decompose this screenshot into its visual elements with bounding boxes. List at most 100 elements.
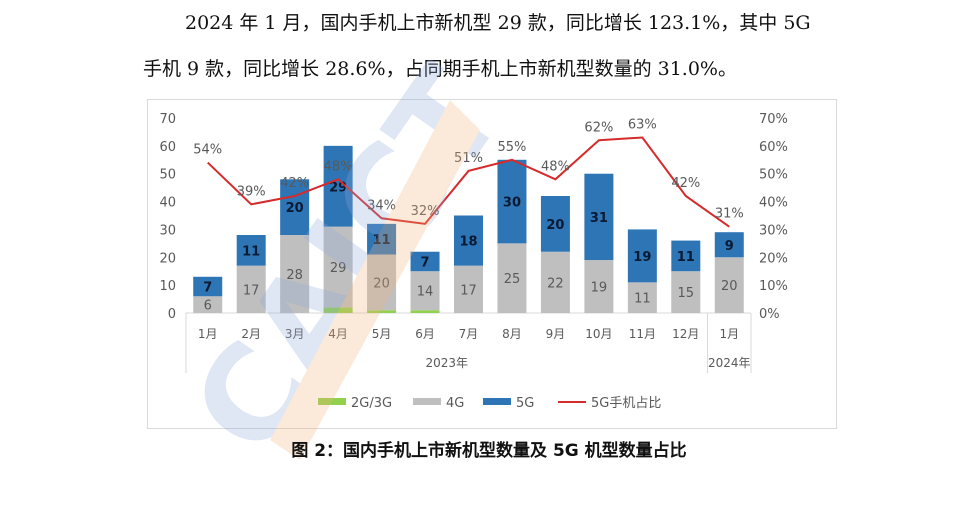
- data-label-5g: 7: [203, 281, 212, 296]
- data-label-4g: 20: [373, 276, 390, 291]
- line-data-label: 42%: [280, 176, 309, 191]
- y-left-tick-label: 60: [159, 140, 176, 155]
- y-left-tick-label: 20: [159, 251, 176, 266]
- data-label-4g: 14: [417, 285, 434, 300]
- y-left-tick-label: 40: [159, 196, 176, 211]
- legend-label: 2G/3G: [351, 396, 392, 411]
- line-data-label: 48%: [541, 159, 570, 174]
- chart-svg: 0 10 20 30 40 50 60 70 0% 10% 20% 30% 40% 50% 60% 70% 6 7…: [159, 112, 788, 411]
- bar-segment-4g: [410, 271, 440, 311]
- legend-swatch: [318, 398, 346, 405]
- x-tick-label: 9月: [546, 327, 566, 341]
- data-label-5g: 7: [421, 255, 430, 270]
- x-tick-label: 6月: [415, 327, 435, 341]
- y-left-tick-label: 0: [168, 307, 176, 322]
- bar-segment-5g: [410, 251, 440, 272]
- line-data-label: 55%: [498, 140, 527, 155]
- data-label-4g: 22: [547, 276, 564, 291]
- y-right-tick-label: 40%: [759, 196, 788, 211]
- data-label-5g: 18: [459, 235, 477, 250]
- x-tick-label: 1月: [198, 327, 218, 341]
- x-group-label: 2023年: [425, 356, 468, 370]
- bar-segment-5g: [454, 215, 483, 266]
- line-data-label: 34%: [367, 198, 396, 213]
- bar-segment-4g: [236, 265, 266, 313]
- bar-segment-4g: [540, 251, 570, 313]
- data-label-4g: 11: [634, 292, 651, 307]
- legend-swatch: [413, 398, 441, 405]
- line-data-label: 62%: [584, 120, 613, 135]
- x-tick-label: 12月: [672, 327, 699, 341]
- bar-segment-5g: [367, 223, 397, 255]
- y-right-tick-label: 10%: [759, 279, 788, 294]
- data-label-5g: 20: [546, 218, 564, 233]
- paragraph-line-2: 手机 9 款，同比增长 28.6%，占同期手机上市新机型数量的 31.0%。: [143, 58, 737, 80]
- line-data-label: 51%: [454, 151, 483, 166]
- line-data-label: 42%: [671, 176, 700, 191]
- data-label-5g: 11: [242, 244, 260, 259]
- legend-label: 5G手机占比: [591, 396, 661, 411]
- x-tick-label: 8月: [502, 327, 522, 341]
- data-label-5g: 11: [677, 250, 695, 265]
- data-label-5g: 19: [633, 250, 651, 265]
- legend-swatch: [483, 398, 511, 405]
- data-label-5g: 31: [590, 211, 608, 226]
- data-label-5g: 11: [373, 233, 391, 248]
- y-left-tick-label: 50: [159, 168, 176, 183]
- bar-segment-5g: [540, 196, 570, 252]
- line-data-label: 48%: [324, 159, 353, 174]
- paragraph-line-1: 2024 年 1 月，国内手机上市新机型 29 款，同比增长 123.1%，其中…: [185, 12, 811, 34]
- bar-segment-4g: [367, 254, 397, 311]
- bar-segment-5g: [323, 145, 353, 227]
- bar-segment-4g: [280, 235, 310, 313]
- bar-segment-2g-3g: [323, 307, 353, 313]
- line-series-5g-share: [207, 136, 730, 228]
- bar-segment-4g: [671, 271, 701, 313]
- y-right-tick-label: 50%: [759, 168, 788, 183]
- bar-segment-5g: [714, 232, 744, 258]
- data-label-4g: 29: [330, 261, 347, 276]
- y-left-tick-label: 10: [159, 279, 176, 294]
- x-group-label: 2024年: [708, 356, 751, 370]
- y-right-tick-label: 20%: [759, 251, 788, 266]
- data-label-4g: 17: [460, 283, 477, 298]
- line-data-label: 54%: [193, 143, 222, 158]
- bar-segment-5g: [236, 235, 266, 266]
- data-label-4g: 15: [678, 286, 695, 301]
- line-data-label: 63%: [628, 118, 657, 133]
- data-label-4g: 20: [721, 279, 738, 294]
- data-label-4g: 19: [591, 281, 608, 296]
- bar-segment-2g-3g: [410, 310, 440, 313]
- bar-segment-5g: [193, 276, 223, 297]
- data-label-5g: 30: [503, 196, 521, 211]
- x-tick-label: 1月: [719, 327, 739, 341]
- bar-segment-4g: [627, 282, 657, 313]
- line-data-label: 32%: [411, 204, 440, 219]
- data-label-4g: 6: [204, 299, 212, 314]
- x-tick-label: 4月: [328, 327, 348, 341]
- data-label-4g: 25: [504, 272, 521, 287]
- x-tick-label: 2月: [241, 327, 261, 341]
- data-label-4g: 28: [286, 268, 303, 283]
- bar-segment-5g: [280, 179, 310, 235]
- bar-segment-2g-3g: [367, 310, 397, 313]
- y-left-tick-label: 70: [159, 112, 176, 127]
- data-label-5g: 9: [725, 239, 734, 254]
- data-label-4g: 17: [243, 283, 260, 298]
- bar-segment-4g: [323, 226, 353, 308]
- y-right-tick-label: 0%: [759, 307, 780, 322]
- x-tick-label: 5月: [372, 327, 392, 341]
- x-tick-label: 3月: [285, 327, 305, 341]
- x-tick-label: 7月: [459, 327, 479, 341]
- bar-segment-4g: [454, 265, 483, 313]
- bar-segment-4g: [714, 257, 744, 313]
- bar-segment-5g: [584, 173, 614, 261]
- bar-segment-5g: [671, 240, 701, 272]
- legend-label: 4G: [446, 396, 464, 411]
- y-right-tick-label: 60%: [759, 140, 788, 155]
- line-data-label: 39%: [237, 184, 266, 199]
- bar-segment-4g: [584, 260, 614, 313]
- bar-segment-5g: [497, 159, 527, 244]
- chart-frame: 0 10 20 30 40 50 60 70 0% 10% 20% 30% 40% 50% 60% 70% 6 7…: [147, 99, 837, 429]
- line-data-label: 31%: [715, 207, 744, 222]
